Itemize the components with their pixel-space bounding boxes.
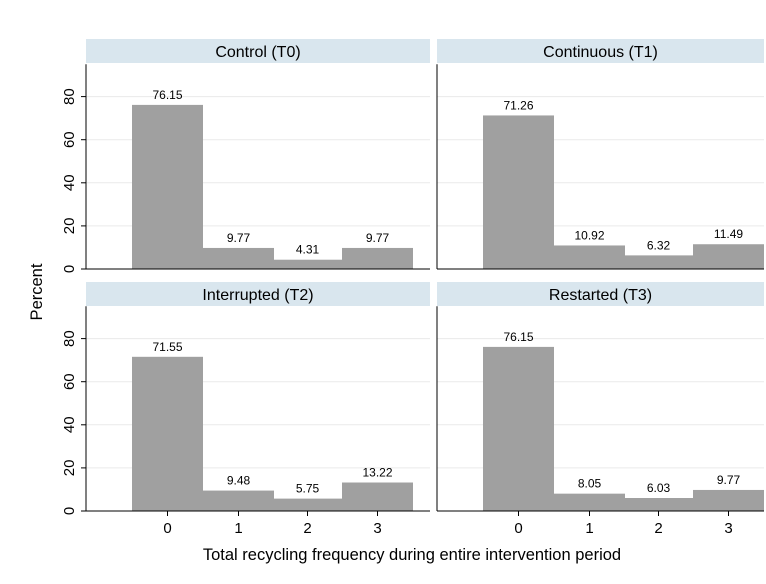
bar (693, 489, 764, 511)
bar (342, 247, 413, 269)
data-label: 5.75 (296, 482, 320, 496)
panel-strip-0 (86, 39, 430, 63)
bar (623, 498, 694, 511)
data-label: 9.77 (717, 473, 741, 487)
x-tick-label: 1 (234, 520, 242, 537)
y-tick-label: 40 (61, 174, 78, 191)
data-label: 13.22 (362, 466, 392, 480)
bar (272, 259, 343, 269)
bar (132, 104, 203, 269)
y-tick-label: 80 (61, 88, 78, 105)
data-label: 76.15 (503, 330, 533, 344)
y-tick-label: 80 (61, 330, 78, 347)
x-tick-label: 2 (654, 520, 662, 537)
bar (623, 255, 694, 269)
data-label: 4.31 (296, 243, 320, 257)
panel-title-0: Control (T0) (215, 44, 300, 61)
y-tick-label: 0 (61, 507, 78, 515)
y-tick-label: 20 (61, 460, 78, 477)
data-label: 6.32 (647, 238, 671, 252)
y-axis-title: Percent (28, 263, 46, 320)
y-tick-label: 60 (61, 373, 78, 390)
bar (132, 356, 203, 511)
bar (342, 482, 413, 511)
data-label: 9.48 (227, 474, 251, 488)
x-tick-label: 1 (585, 520, 593, 537)
bar (483, 115, 554, 270)
bar (693, 244, 764, 269)
data-label: 10.92 (574, 228, 604, 242)
data-label: 11.49 (714, 227, 743, 241)
panel-title-3: Restarted (T3) (549, 287, 652, 304)
y-tick-label: 0 (61, 265, 78, 273)
y-tick-label: 40 (61, 416, 78, 433)
bar (203, 247, 274, 269)
data-label: 76.15 (152, 88, 182, 102)
y-tick-label: 20 (61, 218, 78, 235)
panel-title-2: Interrupted (T2) (202, 287, 313, 304)
panel-strip-2 (86, 282, 430, 306)
data-label: 6.03 (647, 481, 671, 495)
data-label: 71.55 (152, 340, 182, 354)
bar (272, 498, 343, 511)
x-tick-label: 0 (514, 520, 522, 537)
x-axis-title: Total recycling frequency during entire … (203, 546, 621, 564)
x-tick-label: 3 (724, 520, 732, 537)
data-label: 8.05 (578, 477, 602, 491)
panel-strip-3 (437, 282, 764, 306)
bar (554, 245, 625, 269)
panel-strip-1 (437, 39, 764, 63)
data-label: 71.26 (503, 98, 533, 112)
bar (483, 346, 554, 511)
y-tick-label: 60 (61, 131, 78, 148)
x-tick-label: 2 (303, 520, 311, 537)
x-tick-label: 3 (373, 520, 381, 537)
x-tick-label: 0 (163, 520, 171, 537)
bar (554, 493, 625, 511)
bar (203, 490, 274, 511)
data-label: 9.77 (366, 231, 390, 245)
data-label: 9.77 (227, 231, 251, 245)
panel-title-1: Continuous (T1) (543, 44, 658, 61)
